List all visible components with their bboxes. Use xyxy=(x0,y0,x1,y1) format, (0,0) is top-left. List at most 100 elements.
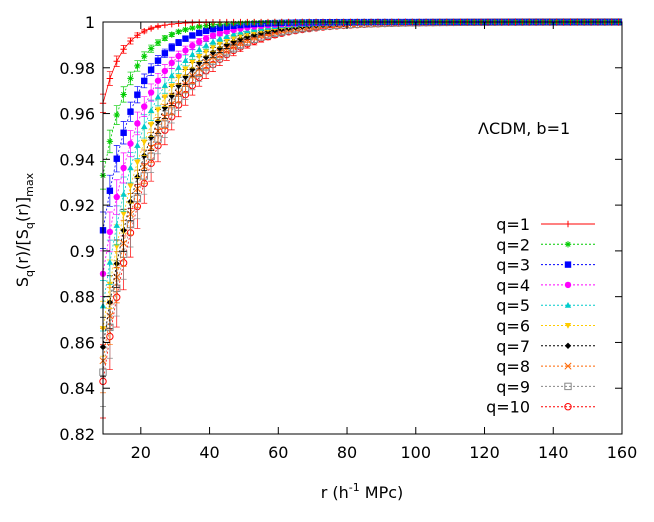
data-point xyxy=(154,107,162,114)
data-point xyxy=(223,28,230,35)
data-point xyxy=(209,38,217,45)
y-tick-label: 0.96 xyxy=(59,105,95,124)
data-point xyxy=(127,140,134,147)
data-point xyxy=(120,91,127,98)
data-point xyxy=(134,62,141,70)
data-point xyxy=(182,47,189,54)
data-point xyxy=(127,108,134,115)
legend-label: q=6 xyxy=(496,317,530,336)
data-point xyxy=(161,21,169,29)
data-point xyxy=(141,139,148,146)
legend-label: q=7 xyxy=(496,337,530,356)
data-point xyxy=(134,120,141,127)
series-line xyxy=(102,21,619,306)
data-point xyxy=(202,27,210,35)
data-point xyxy=(113,243,120,250)
data-point xyxy=(182,26,189,33)
data-point xyxy=(120,46,127,53)
data-point xyxy=(182,57,189,63)
x-tick-label: 60 xyxy=(268,443,288,462)
series-q-4 xyxy=(99,18,622,298)
data-point xyxy=(154,39,162,46)
series-q-6 xyxy=(99,19,622,357)
data-point xyxy=(106,228,114,236)
data-point xyxy=(106,75,114,82)
legend-marker xyxy=(564,220,572,228)
data-point xyxy=(147,89,155,96)
x-tick-label: 100 xyxy=(401,443,432,462)
legend-marker xyxy=(564,302,572,308)
legend: q=1q=2 q=3q=4q=5 q=6q=7q=8q=9 q=10 xyxy=(486,215,595,417)
series-q-5 xyxy=(99,18,622,332)
legend-entry: q=1 xyxy=(496,215,595,234)
legend-label: q=5 xyxy=(496,296,530,315)
data-point xyxy=(141,123,148,129)
data-point xyxy=(216,30,224,37)
data-point xyxy=(141,77,148,85)
data-point xyxy=(196,53,203,60)
legend-entry: q=7 xyxy=(496,337,595,356)
y-tick-label: 0.86 xyxy=(59,333,95,352)
data-point xyxy=(161,34,169,42)
y-tick-label: 0.82 xyxy=(59,425,95,444)
data-point xyxy=(141,27,148,35)
data-point xyxy=(147,66,155,73)
data-point xyxy=(175,28,182,36)
data-point xyxy=(202,54,210,61)
x-tick-label: 120 xyxy=(469,443,500,462)
legend-marker xyxy=(564,382,572,391)
data-point xyxy=(230,30,237,37)
data-point xyxy=(175,52,182,60)
data-point xyxy=(202,42,210,48)
data-point xyxy=(196,29,203,37)
data-point xyxy=(182,19,189,27)
y-tick-label: 0.9 xyxy=(70,242,95,261)
legend-entry: q=2 xyxy=(496,235,595,254)
x-tick-label: 40 xyxy=(199,443,219,462)
legend-entry: q=6 xyxy=(496,317,595,336)
data-point xyxy=(154,93,162,100)
data-point xyxy=(189,42,196,49)
y-axis-label: Sq(r)/[Sq(r)]max xyxy=(13,172,36,287)
data-point xyxy=(168,72,175,79)
data-point xyxy=(161,82,169,88)
data-point xyxy=(120,190,127,197)
legend-marker xyxy=(564,403,572,411)
data-point xyxy=(106,138,114,145)
data-point xyxy=(189,19,196,26)
data-point xyxy=(216,35,224,42)
data-point xyxy=(161,67,169,75)
data-point xyxy=(154,57,162,64)
data-point xyxy=(216,44,224,52)
data-point xyxy=(120,211,127,218)
data-point xyxy=(141,53,148,60)
data-point xyxy=(175,39,182,46)
legend-label: q=3 xyxy=(496,256,530,275)
y-tick-label: 1 xyxy=(85,13,95,32)
data-point xyxy=(196,38,203,45)
data-point xyxy=(182,35,189,42)
legend-entry: q=10 xyxy=(486,398,595,417)
data-point xyxy=(134,142,141,148)
data-point xyxy=(175,74,182,81)
data-point xyxy=(147,134,155,141)
y-tick-label: 0.88 xyxy=(59,288,95,307)
series-line xyxy=(102,21,619,361)
data-point xyxy=(106,259,114,265)
data-point xyxy=(168,59,175,67)
data-point xyxy=(147,122,155,128)
x-tick-label: 140 xyxy=(538,443,569,462)
legend-marker xyxy=(564,362,572,370)
data-point xyxy=(113,111,120,119)
data-point xyxy=(196,46,203,53)
x-axis-label: r (h-1 MPc) xyxy=(321,481,404,502)
data-point xyxy=(223,41,230,48)
data-point xyxy=(230,35,237,41)
data-point xyxy=(175,20,182,27)
legend-marker xyxy=(564,261,572,268)
legend-entry: q=5 xyxy=(496,296,595,315)
data-point xyxy=(141,103,148,110)
data-point xyxy=(175,64,182,70)
data-point xyxy=(189,51,196,58)
ticks-layer: 20 40 60 80 100 120 140 160 0.82 0.84 0.86 0.88 0.9 0… xyxy=(59,13,637,462)
